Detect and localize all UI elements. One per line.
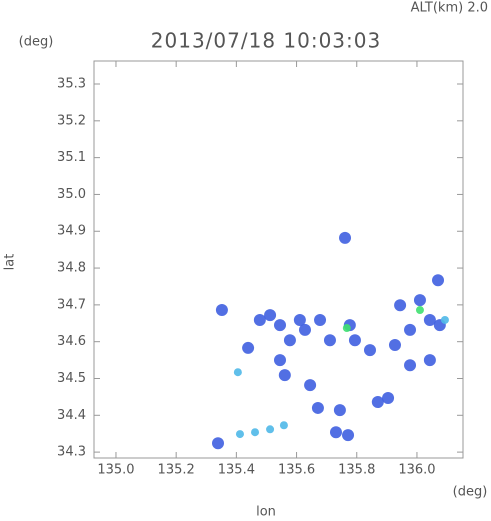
echo-cell bbox=[323, 334, 336, 347]
echo-cell bbox=[278, 369, 291, 382]
echo-cell bbox=[266, 425, 275, 434]
echo-cell bbox=[415, 306, 424, 315]
echo-cell bbox=[304, 379, 317, 392]
echo-cell bbox=[342, 429, 355, 442]
echo-cell bbox=[298, 323, 311, 336]
echo-cell bbox=[274, 354, 287, 367]
echo-cell bbox=[363, 344, 376, 357]
echo-cell bbox=[279, 421, 288, 430]
echo-cell bbox=[423, 354, 436, 367]
echo-cell bbox=[212, 437, 225, 450]
echo-cell bbox=[283, 334, 296, 347]
echo-cell bbox=[382, 391, 395, 404]
y-tick-label: 35.3 bbox=[57, 77, 86, 92]
echo-cell bbox=[215, 304, 228, 317]
y-tick-label: 34.4 bbox=[57, 408, 86, 423]
echo-cell bbox=[432, 274, 445, 287]
echo-cell bbox=[394, 299, 407, 312]
echo-cell bbox=[242, 341, 255, 354]
x-tick-label: 135.4 bbox=[218, 463, 255, 478]
echo-cell bbox=[371, 396, 384, 409]
echo-cell bbox=[388, 338, 401, 351]
echo-cell bbox=[423, 313, 436, 326]
y-tick-label: 34.9 bbox=[57, 224, 86, 239]
x-tick-label: 135.8 bbox=[338, 463, 375, 478]
plot-frame bbox=[93, 60, 464, 459]
y-unit: (deg) bbox=[19, 35, 54, 50]
y-tick-label: 34.3 bbox=[57, 445, 86, 460]
x-axis-label: lon bbox=[256, 505, 276, 520]
echo-cell bbox=[413, 294, 426, 307]
echo-cell bbox=[253, 313, 266, 326]
x-tick-label: 135.2 bbox=[158, 463, 195, 478]
echo-cell bbox=[333, 404, 346, 417]
y-tick-label: 34.8 bbox=[57, 261, 86, 276]
echo-cell bbox=[274, 319, 287, 332]
echo-cell bbox=[342, 324, 351, 333]
y-tick-label: 35.2 bbox=[57, 113, 86, 128]
y-tick-label: 34.5 bbox=[57, 371, 86, 386]
y-tick-label: 35.0 bbox=[57, 187, 86, 202]
echo-cell bbox=[329, 426, 342, 439]
y-tick-label: 35.1 bbox=[57, 150, 86, 165]
x-tick-label: 135.0 bbox=[97, 463, 134, 478]
x-tick-label: 135.6 bbox=[278, 463, 315, 478]
chart-title: 2013/07/18 10:03:03 bbox=[151, 29, 381, 53]
echo-cell bbox=[264, 309, 277, 322]
echo-cell bbox=[311, 401, 324, 414]
echo-cell bbox=[233, 368, 242, 377]
x-unit: (deg) bbox=[453, 485, 488, 500]
echo-cell bbox=[404, 323, 417, 336]
echo-cell bbox=[348, 334, 361, 347]
echo-cell bbox=[293, 313, 306, 326]
echo-cell bbox=[251, 428, 260, 437]
echo-cell bbox=[339, 231, 352, 244]
echo-cell bbox=[235, 430, 244, 439]
echo-cell bbox=[440, 315, 449, 324]
altitude-label: ALT(km) 2.0 bbox=[411, 1, 488, 16]
y-tick-label: 34.6 bbox=[57, 334, 86, 349]
x-tick-label: 136.0 bbox=[398, 463, 435, 478]
y-axis-label: lat bbox=[3, 254, 18, 271]
y-tick-label: 34.7 bbox=[57, 297, 86, 312]
echo-cell bbox=[314, 313, 327, 326]
echo-cell bbox=[404, 359, 417, 372]
